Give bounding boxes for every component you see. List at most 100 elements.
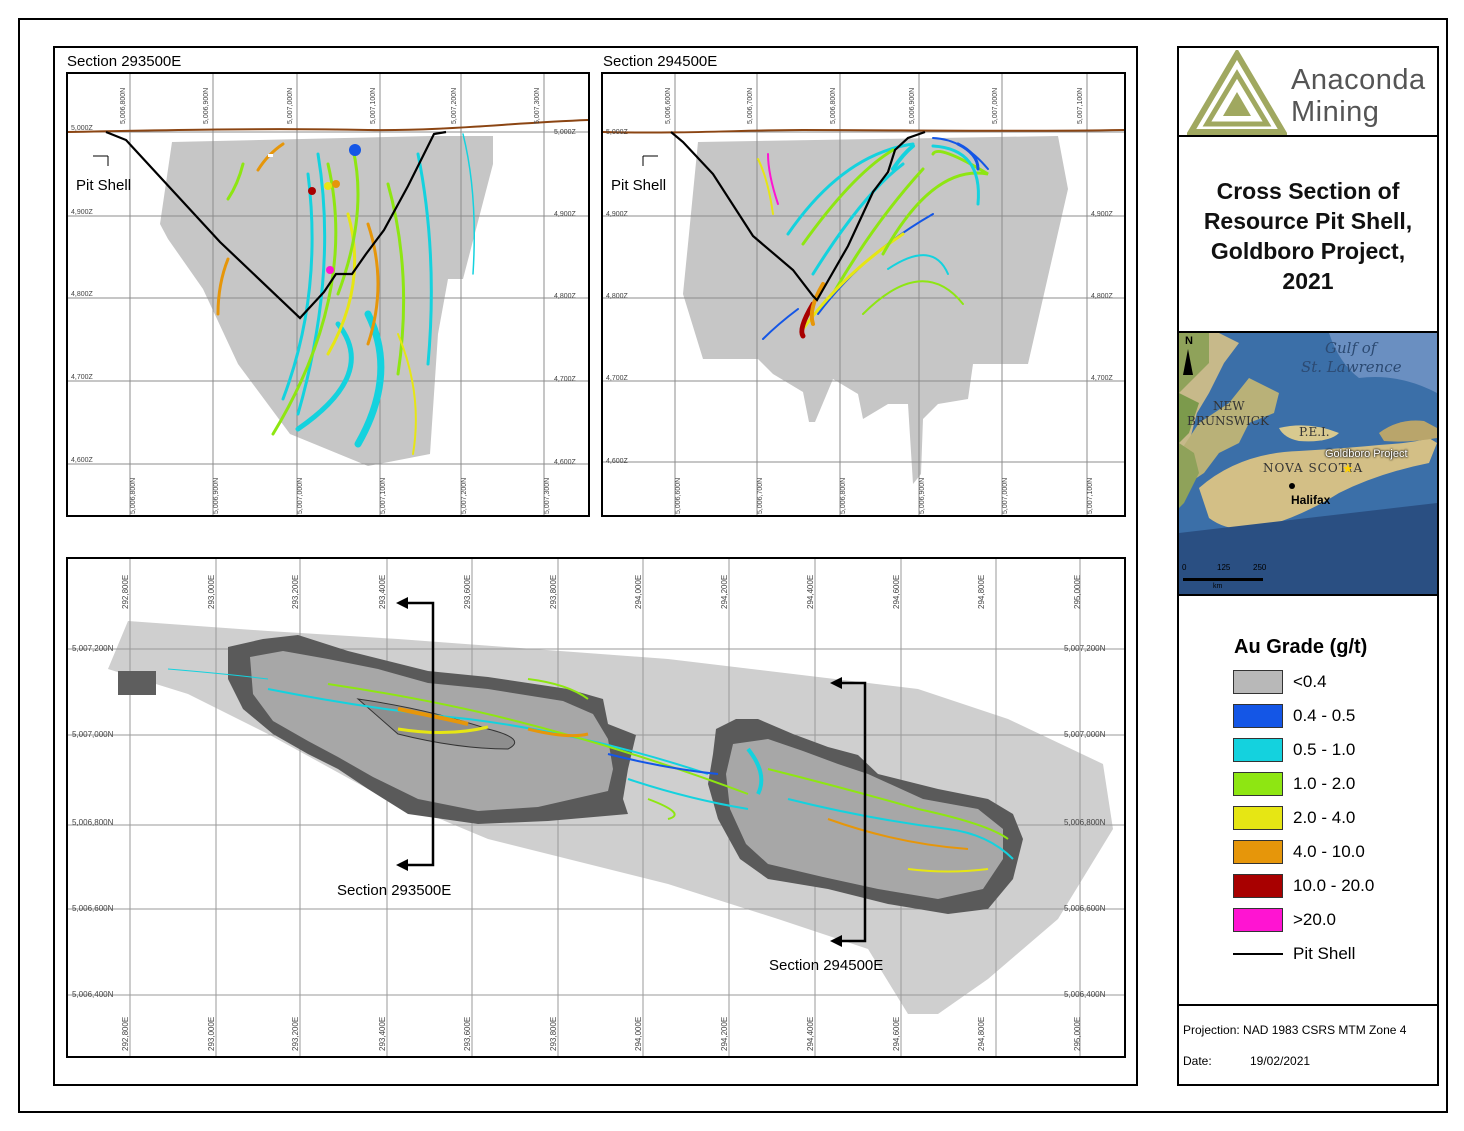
map-title-line4: 2021 [1282, 268, 1334, 294]
legend-label: 2.0 - 4.0 [1293, 808, 1356, 827]
section-a-elevations: 5,000Z 4,900Z 4,800Z 4,700Z 4,600Z 5,000… [71, 125, 577, 466]
section-b-elevations: 5,000Z 4,900Z 4,800Z 4,700Z 4,600Z 4,900… [606, 129, 1114, 465]
plan-section-line-1 [404, 601, 435, 867]
section-a-n-top-4: 5,007,200N [451, 88, 458, 124]
section-b-n-bot-1: 5,006,700N [757, 478, 764, 514]
scale-bar [1183, 578, 1263, 581]
plan-section-label-1: Section 293500E [337, 882, 451, 899]
section-b-n-top-3: 5,006,900N [909, 88, 916, 124]
section-b-northing-top: 5,006,600N 5,006,700N 5,006,800N 5,006,9… [665, 88, 1084, 124]
section-b-n-top-2: 5,006,800N [830, 88, 837, 124]
plan-e-bot-10: 294,800E [977, 1017, 986, 1051]
plan-e-bot-9: 294,600E [892, 1017, 901, 1051]
legend-label: >20.0 [1293, 910, 1337, 929]
section-b-n-bot-0: 5,006,600N [675, 478, 682, 514]
section-a-hotspots [268, 144, 361, 274]
section-b-topo-line [603, 128, 1124, 134]
data-frame-border [53, 46, 1138, 1086]
inset-gulf-label-2: St. Lawrence [1301, 358, 1402, 376]
legend-item-40-100: 4.0 - 10.0 [1233, 840, 1365, 864]
plan-e-top-7: 294,200E [720, 575, 729, 609]
section-a-n-bot-1: 5,006,900N [213, 478, 220, 514]
section-a-n-bot-5: 5,007,300N [544, 478, 551, 514]
section-a-z-left-1: 4,900Z [71, 209, 94, 216]
legend-title: Au Grade (g/t) [1234, 636, 1368, 658]
section-b-z-left-0: 5,000Z [606, 129, 629, 136]
plan-easting-bottom: 292,800E 293,000E 293,200E 293,400E 293,… [121, 1017, 1082, 1051]
title-block [1177, 46, 1439, 1086]
legend-item-100-200: 10.0 - 20.0 [1233, 874, 1374, 898]
legend-item-05-10: 0.5 - 1.0 [1233, 738, 1355, 762]
inset-ns-label: NOVA SCOTIA [1263, 461, 1364, 475]
plan-n-right-4: 5,006,400N [1064, 990, 1106, 999]
section-b-n-bot-5: 5,007,100N [1087, 478, 1094, 514]
section-a-n-bot-0: 5,006,800N [130, 478, 137, 514]
legend-swatch [1233, 772, 1283, 796]
section-b-pit-shell [670, 130, 926, 302]
legend-label: 0.4 - 0.5 [1293, 706, 1356, 725]
logo-text-line1: Anaconda [1291, 64, 1426, 96]
plan-n-right-2: 5,006,800N [1064, 818, 1106, 827]
plan-e-top-0: 292,800E [121, 575, 130, 609]
legend-swatch [1233, 704, 1283, 728]
section-b-n-bot-3: 5,006,900N [919, 478, 926, 514]
plan-e-top-9: 294,600E [892, 575, 901, 609]
legend-area: Au Grade (g/t) <0.4 0.4 - 0.5 0.5 - 1.0 … [1179, 596, 1437, 1006]
legend-swatch [1233, 670, 1283, 694]
legend-swatch [1233, 874, 1283, 898]
plan-section-line-2 [838, 681, 867, 943]
legend-swatch [1233, 738, 1283, 762]
logo-box: Anaconda Mining [1179, 48, 1437, 137]
map-title-line2: Resource Pit Shell, [1203, 208, 1413, 234]
map-outer-border [18, 18, 1448, 1113]
north-arrow-icon [1183, 349, 1193, 375]
map-title-line1: Cross Section of [1216, 178, 1400, 204]
date-value: 19/02/2021 [1250, 1054, 1311, 1068]
legend-line-icon [1233, 953, 1283, 955]
plan-ore-traces [167, 668, 1014, 873]
plan-e-bot-7: 294,200E [720, 1017, 729, 1051]
scale-label-0: 0 [1182, 563, 1187, 572]
inset-project-label: Goldboro Project [1325, 448, 1408, 460]
logo-text-line2: Mining [1291, 96, 1380, 128]
project-star-icon: ★ [1342, 461, 1354, 476]
plan-e-bot-3: 293,400E [378, 1017, 387, 1051]
map-title-line3: Goldboro Project, [1210, 238, 1406, 264]
section-a-ore-traces [216, 133, 475, 455]
legend-item-10-20: 1.0 - 2.0 [1233, 772, 1355, 796]
section-a-n-top-1: 5,006,900N [203, 88, 210, 124]
plan-e-top-6: 294,000E [634, 575, 643, 609]
legend-item-20-40: 2.0 - 4.0 [1233, 806, 1355, 830]
section-b-n-top-0: 5,006,600N [665, 88, 672, 124]
legend-swatch [1233, 806, 1283, 830]
legend-label: 1.0 - 2.0 [1293, 774, 1356, 793]
plan-n-left-0: 5,007,200N [72, 644, 114, 653]
scale-label-250: 250 [1253, 563, 1267, 572]
plan-e-bot-2: 293,200E [291, 1017, 300, 1051]
plan-n-right-3: 5,006,600N [1064, 904, 1106, 913]
plan-n-left-3: 5,006,600N [72, 904, 114, 913]
plan-e-bot-5: 293,800E [549, 1017, 558, 1051]
section-b-northing-bottom: 5,006,600N 5,006,700N 5,006,800N 5,006,9… [675, 478, 1094, 514]
plan-e-bot-4: 293,600E [463, 1017, 472, 1051]
section-b-z-left-4: 4,600Z [606, 458, 629, 465]
section-b-z-left-2: 4,800Z [606, 293, 629, 300]
projection-text: Projection: NAD 1983 CSRS MTM Zone 4 [1183, 1023, 1407, 1037]
inset-map-graphic [1179, 333, 1437, 594]
plan-e-bot-1: 293,000E [207, 1017, 216, 1051]
plan-e-top-8: 294,400E [806, 575, 815, 609]
inset-nb-label-2: BRUNSWICK [1187, 414, 1269, 428]
section-b-pit-label: Pit Shell [611, 177, 666, 194]
legend-swatch [1233, 840, 1283, 864]
section-a-topo-line [68, 119, 588, 133]
section-b-z-left-3: 4,700Z [606, 375, 629, 382]
plan-e-top-3: 293,400E [378, 575, 387, 609]
legend-swatch [1233, 908, 1283, 932]
section-b-n-top-4: 5,007,000N [992, 88, 999, 124]
inset-halifax-label: Halifax [1291, 493, 1331, 507]
inset-gulf-label-1: Gulf of [1325, 339, 1377, 357]
section-a-n-top-5: 5,007,300N [534, 88, 541, 124]
section-a-z-right-1: 4,900Z [554, 211, 577, 218]
legend-label: Pit Shell [1293, 944, 1356, 963]
legend-item-pit-shell: Pit Shell [1233, 942, 1355, 966]
